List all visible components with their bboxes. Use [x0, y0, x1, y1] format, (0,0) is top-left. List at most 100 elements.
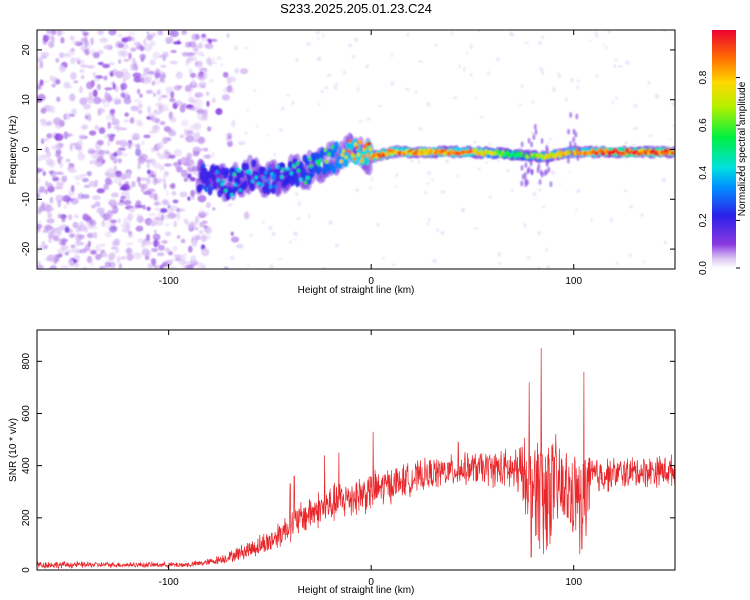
spectrogram-ylabel: Frequency (Hz): [8, 116, 19, 185]
heatmap-noise-cell: [215, 108, 223, 116]
heatmap-noise-cell: [181, 119, 189, 127]
heatmap-noise-cell: [162, 51, 169, 58]
heatmap-noise-cell: [46, 30, 51, 35]
heatmap-smear-cell: [526, 168, 530, 175]
heatmap-noise-cell: [108, 225, 117, 233]
heatmap-noise-cell: [200, 147, 206, 152]
heatmap-noise-cell: [60, 37, 65, 44]
heatmap-ridge-cell: [230, 192, 234, 197]
heatmap-noise-cell: [164, 231, 172, 237]
heatmap-noise-cell: [114, 246, 120, 254]
heatmap-noise-cell: [73, 254, 79, 260]
heatmap-smear-cell: [575, 113, 579, 120]
heatmap-noise-cell: [540, 70, 545, 76]
heatmap-ridge-cell: [267, 166, 272, 171]
heatmap-noise-cell: [291, 101, 295, 106]
heatmap-ridge-cell: [340, 152, 345, 157]
heatmap-noise-cell: [70, 57, 76, 65]
heatmap-noise-cell: [609, 217, 614, 223]
heatmap-noise-cell: [149, 158, 155, 164]
heatmap-noise-cell: [170, 49, 177, 54]
heatmap-noise-cell: [188, 99, 198, 104]
heatmap-noise-cell: [462, 67, 466, 72]
heatmap-noise-cell: [59, 66, 66, 73]
heatmap-noise-cell: [77, 152, 86, 161]
heatmap-ridge-cell: [202, 163, 206, 168]
heatmap-noise-cell: [169, 266, 177, 269]
heatmap-noise-cell: [671, 102, 675, 107]
heatmap-noise-cell: [162, 174, 168, 180]
heatmap-noise-cell: [86, 232, 94, 239]
heatmap-noise-cell: [118, 263, 123, 269]
heatmap-noise-cell: [537, 41, 543, 45]
heatmap-noise-cell: [37, 167, 42, 174]
heatmap-ridge-cell: [339, 159, 344, 164]
heatmap-noise-cell: [146, 188, 156, 193]
heatmap-smear-cell: [524, 177, 528, 184]
heatmap-noise-cell: [75, 228, 81, 233]
heatmap-smear-cell: [533, 123, 537, 130]
heatmap-smear-cell: [530, 169, 534, 176]
heatmap-noise-cell: [124, 90, 129, 99]
heatmap-noise-cell: [55, 194, 64, 203]
heatmap-noise-cell: [173, 85, 182, 91]
heatmap-noise-cell: [195, 234, 199, 239]
heatmap-noise-cell: [74, 262, 80, 268]
heatmap-noise-cell: [273, 153, 277, 157]
heatmap-noise-cell: [152, 92, 156, 97]
heatmap-noise-cell: [595, 34, 599, 38]
heatmap-noise-cell: [141, 248, 150, 257]
heatmap-noise-cell: [37, 85, 42, 90]
heatmap-noise-cell: [154, 207, 162, 211]
heatmap-noise-cell: [47, 212, 53, 219]
heatmap-noise-cell: [487, 70, 490, 76]
heatmap-noise-cell: [190, 189, 196, 197]
heatmap-noise-cell: [57, 213, 62, 219]
heatmap-noise-cell: [159, 30, 163, 36]
heatmap-noise-cell: [120, 256, 127, 260]
heatmap-noise-cell: [427, 170, 432, 176]
heatmap-noise-cell: [320, 89, 324, 94]
heatmap-noise-cell: [186, 173, 192, 179]
heatmap-noise-cell: [189, 221, 197, 228]
heatmap-noise-cell: [197, 194, 207, 203]
heatmap-noise-cell: [196, 84, 201, 88]
heatmap-noise-cell: [328, 220, 333, 225]
heatmap-noise-cell: [123, 97, 132, 105]
heatmap-noise-cell: [436, 227, 439, 233]
heatmap-noise-cell: [106, 179, 114, 186]
heatmap-noise-cell: [112, 152, 118, 158]
heatmap-noise-cell: [126, 253, 134, 261]
heatmap-noise-cell: [640, 213, 644, 217]
heatmap-noise-cell: [395, 173, 399, 177]
heatmap-noise-cell: [497, 159, 500, 163]
heatmap-noise-cell: [194, 91, 204, 98]
heatmap-noise-cell: [607, 30, 612, 34]
heatmap-smear-cell: [568, 140, 572, 147]
heatmap-noise-cell: [55, 57, 59, 64]
heatmap-smear-cell: [524, 162, 528, 169]
heatmap-noise-cell: [278, 128, 284, 132]
heatmap-noise-cell: [108, 62, 115, 66]
heatmap-noise-cell: [101, 252, 108, 258]
heatmap-noise-cell: [356, 87, 360, 92]
heatmap-noise-cell: [89, 225, 98, 230]
heatmap-noise-cell: [83, 35, 88, 44]
heatmap-noise-cell: [105, 114, 114, 121]
heatmap-noise-cell: [575, 190, 579, 193]
heatmap-noise-cell: [510, 33, 515, 37]
heatmap-noise-cell: [186, 52, 196, 56]
heatmap-noise-cell: [541, 35, 544, 40]
heatmap-noise-cell: [76, 182, 80, 186]
heatmap-smear-cell: [532, 134, 536, 141]
heatmap-noise-cell: [141, 240, 146, 248]
colorbar-tick-label: 0.6: [698, 118, 709, 132]
heatmap-smear-cell: [576, 155, 580, 162]
colorbar-label: Normalized spectral amplitude: [737, 81, 748, 216]
heatmap-ridge-cell: [285, 176, 291, 185]
heatmap-noise-cell: [125, 242, 134, 246]
heatmap-noise-cell: [74, 144, 82, 151]
heatmap-noise-cell: [126, 171, 132, 179]
heatmap-noise-cell: [113, 238, 121, 246]
